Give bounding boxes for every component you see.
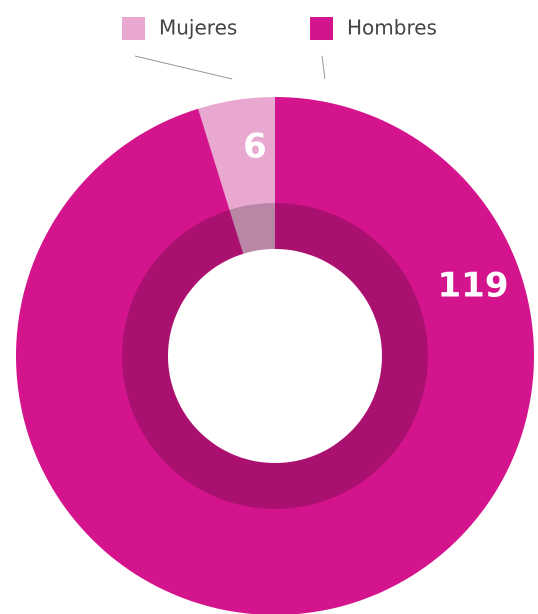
leader-line	[134, 55, 233, 80]
legend-label: Mujeres	[159, 16, 237, 40]
legend-swatch	[310, 17, 333, 40]
slice	[16, 97, 534, 614]
legend-label: Hombres	[347, 16, 437, 40]
labels: 6 Mujeres 119 Hombres	[122, 16, 508, 306]
legend-swatch	[122, 17, 145, 40]
donut-hole	[168, 249, 382, 463]
data-label: 119	[438, 266, 509, 306]
data-label: 6	[243, 127, 267, 167]
inner-ring	[122, 203, 428, 509]
leader-line	[321, 55, 326, 80]
